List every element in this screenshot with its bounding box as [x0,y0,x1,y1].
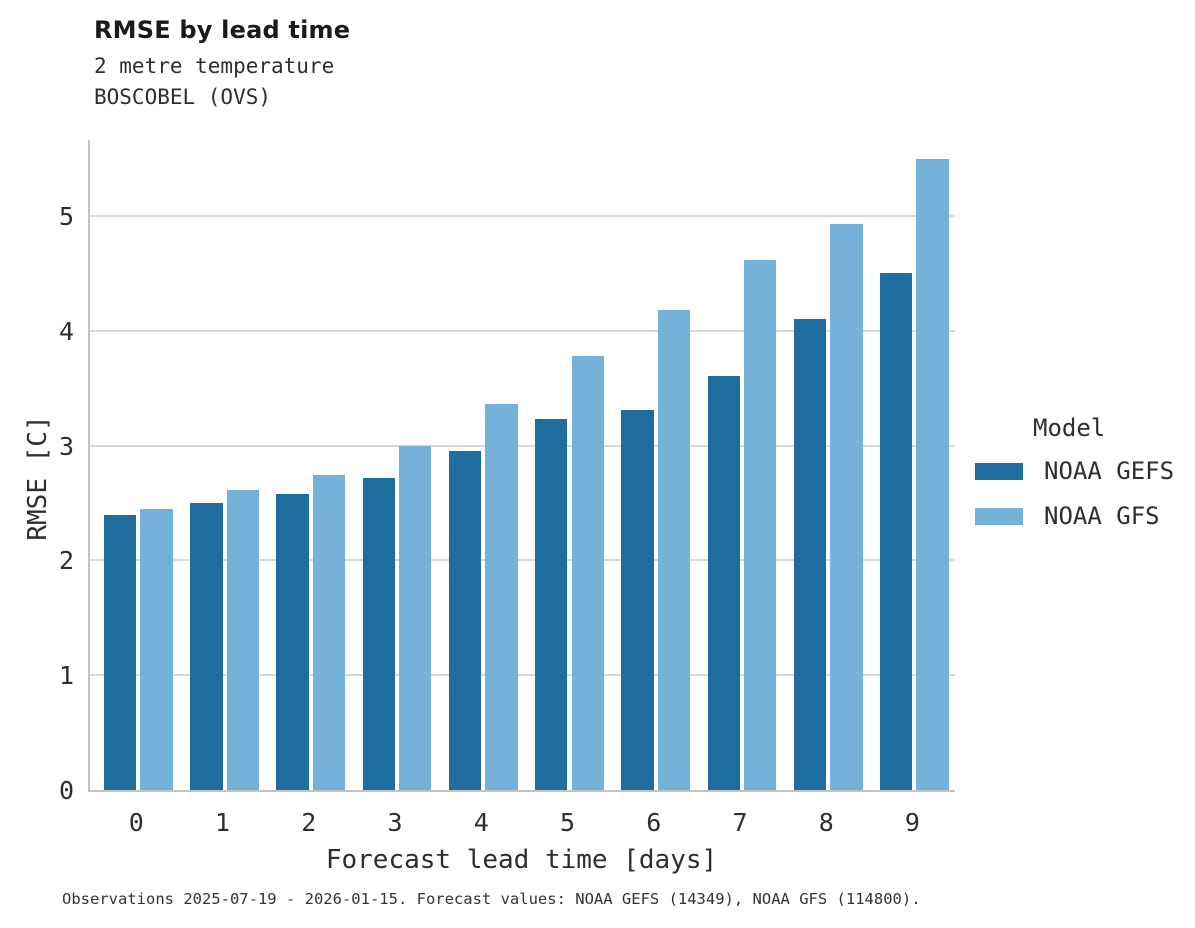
legend-label: NOAA GFS [1044,502,1160,530]
gridline-y1 [90,674,955,677]
footer-caption: Observations 2025-07-19 - 2026-01-15. Fo… [62,890,921,908]
chart-subtitle-station: BOSCOBEL (OVS) [94,85,272,109]
y-axis-title: RMSE [C] [23,415,53,541]
bar-noaa-gefs-day7 [707,375,740,790]
bar-noaa-gefs-day9 [880,273,913,790]
x-tick-0: 0 [128,808,144,837]
gridline-y3 [90,444,955,447]
legend-title: Model [1033,414,1106,442]
legend-item-noaa-gfs: NOAA GFS [975,502,1174,530]
bar-noaa-gefs-day5 [535,419,568,790]
bar-noaa-gfs-day5 [571,356,604,790]
y-tick-2: 2 [58,546,74,576]
bar-noaa-gfs-day0 [140,508,173,790]
legend-item-noaa-gefs: NOAA GEFS [975,457,1174,485]
gridline-y5 [90,215,955,218]
bar-noaa-gfs-day4 [485,404,518,790]
bar-noaa-gfs-day6 [657,310,691,790]
bar-noaa-gefs-day2 [276,493,309,790]
legend-label: NOAA GEFS [1044,457,1175,485]
gridline-y4 [90,329,955,332]
bar-noaa-gfs-day8 [830,224,863,790]
y-tick-5: 5 [58,202,74,232]
bar-noaa-gefs-day6 [621,410,654,790]
bar-noaa-gefs-day8 [793,319,827,790]
x-tick-7: 7 [732,808,748,837]
plot-area [88,140,955,792]
bar-noaa-gefs-day0 [104,514,137,790]
x-tick-1: 1 [215,808,231,837]
bar-noaa-gefs-day4 [448,451,482,790]
y-tick-3: 3 [58,431,74,461]
bar-noaa-gfs-day2 [312,475,346,790]
bar-noaa-gefs-day1 [190,503,223,790]
bar-noaa-gfs-day1 [226,490,259,790]
chart-title: RMSE by lead time [94,16,351,44]
x-tick-3: 3 [387,808,403,837]
x-tick-9: 9 [904,808,920,837]
y-tick-4: 4 [58,316,74,346]
x-tick-2: 2 [301,808,317,837]
x-tick-8: 8 [818,808,834,837]
y-tick-1: 1 [58,661,74,691]
y-tick-0: 0 [58,776,74,805]
legend-swatch [975,507,1023,525]
x-tick-4: 4 [473,808,489,837]
x-tick-6: 6 [646,808,662,837]
x-tick-5: 5 [559,808,576,837]
bar-noaa-gfs-day9 [916,158,949,790]
legend: Model NOAA GEFS NOAA GFS [975,414,1174,547]
chart-header: RMSE by lead time 2 metre temperature BO… [94,16,350,110]
gridline-y2 [90,559,955,562]
legend-swatch [975,462,1023,480]
x-axis-title: Forecast lead time [days] [325,845,718,875]
bar-noaa-gefs-day3 [362,477,396,790]
chart-subtitle-variable: 2 metre temperature [94,54,335,78]
bar-noaa-gfs-day3 [399,445,432,790]
bar-noaa-gfs-day7 [743,259,777,790]
